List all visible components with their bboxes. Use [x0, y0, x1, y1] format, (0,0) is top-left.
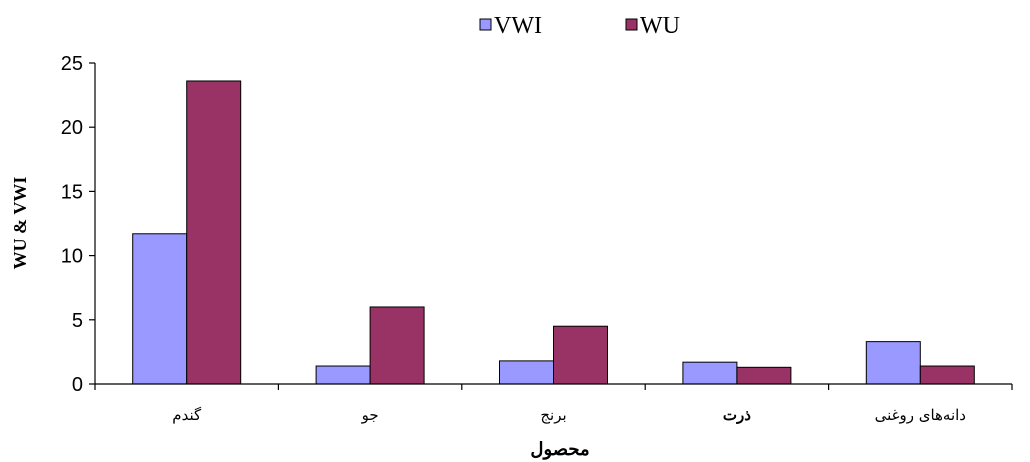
bar-vwi: [682, 361, 738, 385]
x-tick-label: برنج: [540, 406, 566, 424]
legend-swatch-vwi: [479, 18, 492, 31]
bar-vwi: [132, 233, 188, 385]
bar-vwi: [499, 360, 554, 385]
bar-wu: [369, 306, 425, 385]
x-tick-label: گندم: [172, 406, 202, 424]
y-tick-label: 20: [61, 117, 83, 139]
bar-vwi: [865, 341, 921, 385]
x-tick-label: جو: [361, 406, 379, 424]
legend-label-wu: WU: [640, 13, 680, 39]
y-tick-label: 15: [61, 181, 83, 203]
legend-label-vwi: VWI: [494, 13, 542, 39]
x-tick-label: ذرت: [723, 406, 751, 424]
bar-wu: [736, 366, 792, 385]
x-axis-title: محصول: [530, 439, 589, 460]
y-axis-title: WU & VWI: [10, 177, 30, 270]
bar-wu: [186, 80, 242, 385]
bar-wu: [553, 325, 608, 385]
bar-wu: [919, 365, 975, 385]
y-tick-label: 25: [61, 53, 83, 75]
axes: 0 5 10 15 20 25 گندم جو برنج ذرت دانه‌های روغنی: [61, 53, 1013, 424]
bar-vwi: [315, 365, 371, 385]
y-tick-label: 10: [61, 246, 83, 268]
y-tick-label: 5: [72, 310, 83, 332]
bars: [132, 80, 975, 385]
y-tick-label: 0: [72, 374, 83, 396]
legend: VWI WU: [479, 13, 680, 39]
x-tick-label: دانه‌های روغنی: [875, 406, 966, 424]
legend-swatch-wu: [625, 18, 638, 31]
